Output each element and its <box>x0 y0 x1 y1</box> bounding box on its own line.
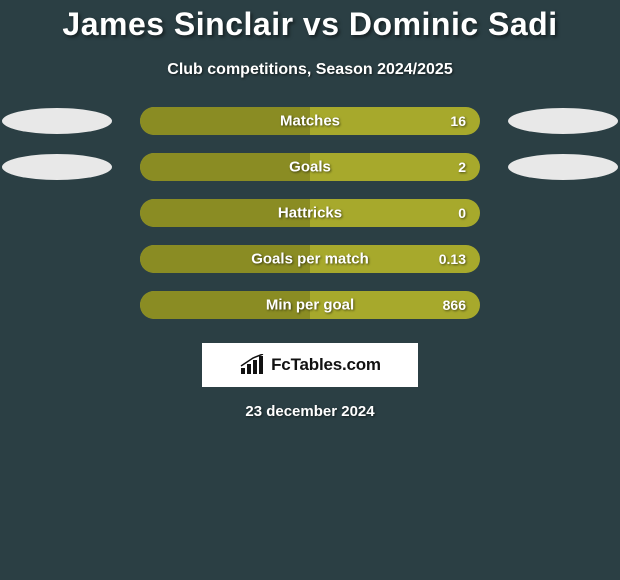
player-left-marker <box>2 108 112 134</box>
player-left-marker <box>2 200 112 226</box>
stat-row: Matches 16 <box>0 107 620 135</box>
player-left-marker <box>2 246 112 272</box>
page-title: James Sinclair vs Dominic Sadi <box>0 6 620 43</box>
brand-suffix: Tables.com <box>291 355 381 374</box>
brand-chart-icon <box>239 354 265 376</box>
stat-bar: Matches 16 <box>140 107 480 135</box>
stat-label: Hattricks <box>278 205 342 222</box>
comparison-card: James Sinclair vs Dominic Sadi Club comp… <box>0 0 620 420</box>
stat-value: 866 <box>443 297 466 313</box>
stat-bar: Goals 2 <box>140 153 480 181</box>
stat-row: Hattricks 0 <box>0 199 620 227</box>
player-right-marker <box>508 246 618 272</box>
stat-bar-fill <box>140 153 310 181</box>
stat-label: Min per goal <box>266 297 354 314</box>
player-right-marker <box>508 292 618 318</box>
stat-label: Goals <box>289 159 331 176</box>
stat-row: Min per goal 866 <box>0 291 620 319</box>
stat-value: 2 <box>458 159 466 175</box>
stat-row: Goals per match 0.13 <box>0 245 620 273</box>
stats-list: Matches 16 Goals 2 Hattricks 0 Goals per match… <box>0 107 620 319</box>
stat-label: Matches <box>280 113 340 130</box>
player-right-marker <box>508 108 618 134</box>
brand-text: FcTables.com <box>271 355 381 375</box>
stat-bar: Min per goal 866 <box>140 291 480 319</box>
brand-prefix: Fc <box>271 355 290 374</box>
stat-value: 16 <box>450 113 466 129</box>
player-right-marker <box>508 154 618 180</box>
stat-value: 0.13 <box>439 251 466 267</box>
generated-date: 23 december 2024 <box>245 403 374 420</box>
footer: FcTables.com 23 december 2024 <box>0 343 620 420</box>
player-left-marker <box>2 292 112 318</box>
stat-bar: Goals per match 0.13 <box>140 245 480 273</box>
player-left-marker <box>2 154 112 180</box>
stat-bar: Hattricks 0 <box>140 199 480 227</box>
stat-value: 0 <box>458 205 466 221</box>
stat-label: Goals per match <box>251 251 369 268</box>
brand-box[interactable]: FcTables.com <box>202 343 418 387</box>
stat-row: Goals 2 <box>0 153 620 181</box>
player-right-marker <box>508 200 618 226</box>
page-subtitle: Club competitions, Season 2024/2025 <box>0 61 620 79</box>
